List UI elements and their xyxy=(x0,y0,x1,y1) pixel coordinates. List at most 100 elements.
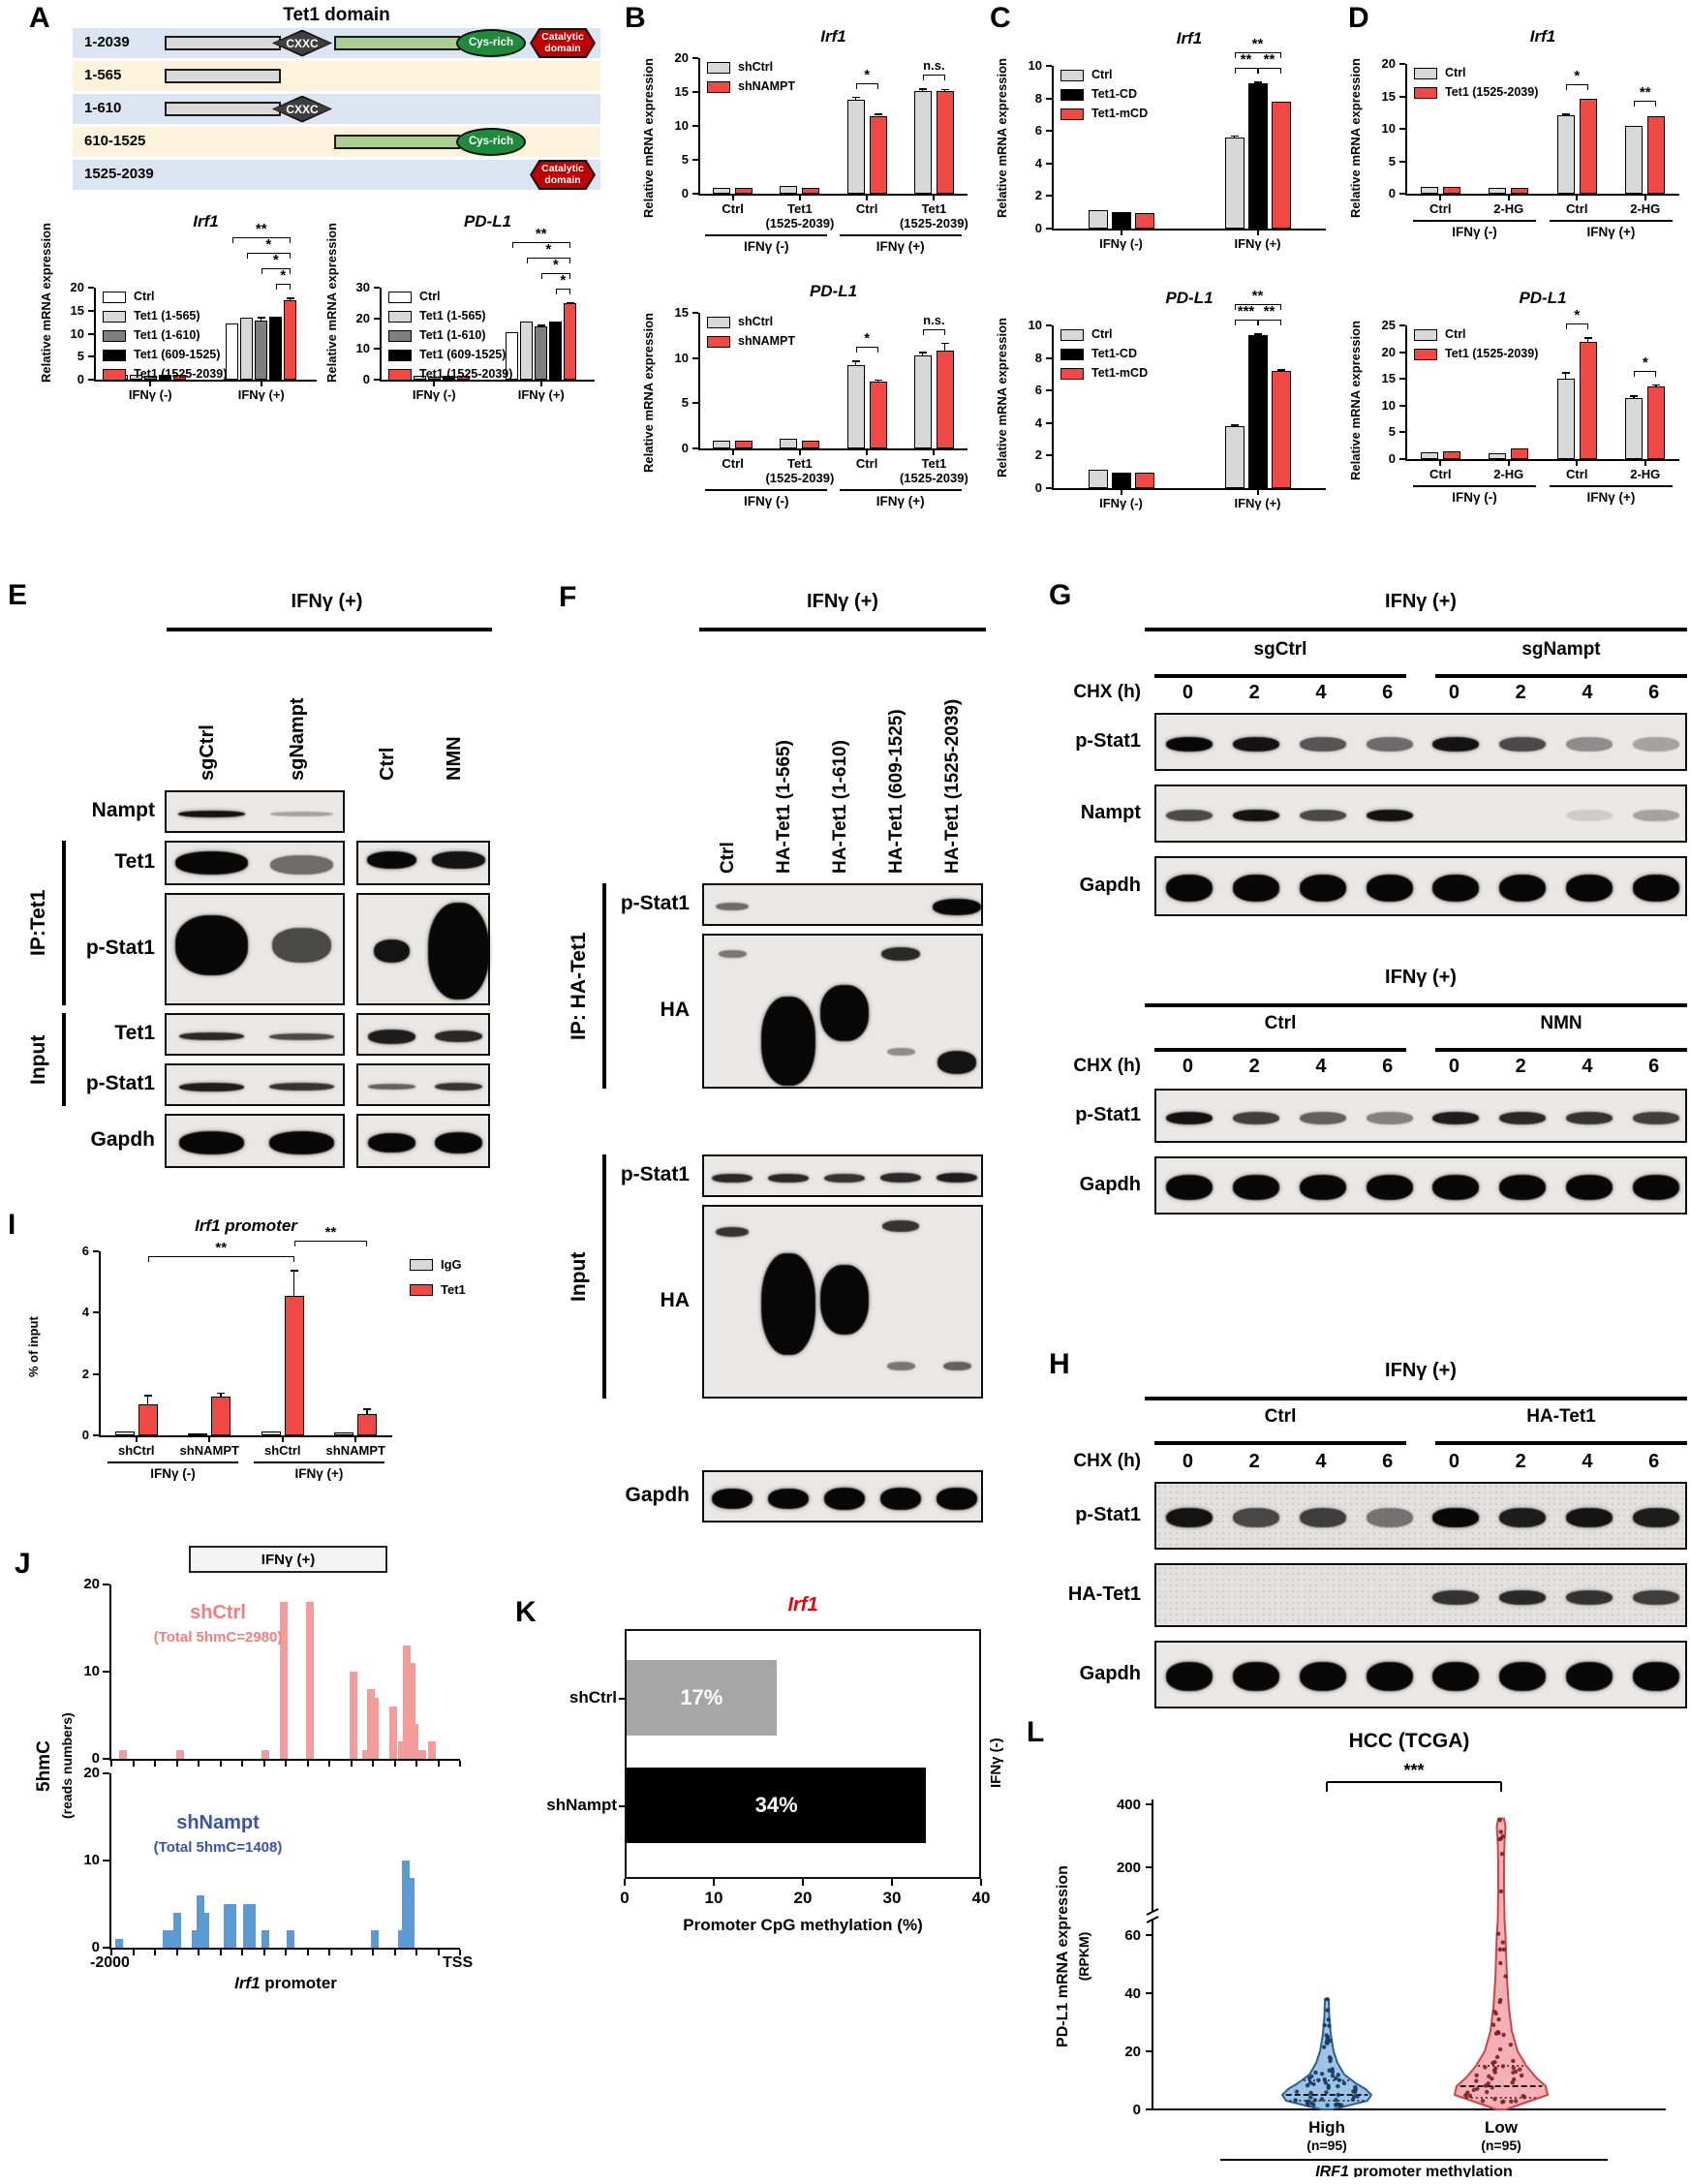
x-tick xyxy=(281,1437,284,1442)
panel-label-i: I xyxy=(8,1209,16,1241)
violin-data-point xyxy=(1471,2087,1477,2093)
y-tick-label: 20 xyxy=(1381,56,1396,71)
error-bar-cap xyxy=(940,88,949,91)
hist-bar xyxy=(242,1904,251,1948)
blot-row-label-p-Stat1: p-Stat1 xyxy=(85,1072,155,1094)
error-bar-cap xyxy=(143,1395,152,1397)
group-label: IFNγ (-) xyxy=(412,387,456,402)
violin-data-point xyxy=(1480,2099,1486,2104)
y-tick xyxy=(88,379,94,381)
bar xyxy=(713,187,731,194)
group-label: (1525-2039) xyxy=(899,216,968,231)
bar xyxy=(114,1431,135,1435)
violin-data-point xyxy=(1355,2094,1360,2099)
blot-band xyxy=(761,996,815,1086)
supergroup-line xyxy=(1549,220,1674,223)
violin-data-point xyxy=(1312,2098,1317,2103)
x-tick xyxy=(1256,490,1259,495)
blot-band xyxy=(1233,810,1280,821)
blot-band xyxy=(1565,810,1613,821)
hist-bar xyxy=(371,1698,380,1759)
supergroup-label: IFNγ (+) xyxy=(1586,225,1636,239)
bar xyxy=(284,1295,304,1435)
x-tick xyxy=(624,1879,626,1886)
blot-e-Nampt-0 xyxy=(165,790,345,833)
sig-label: ** xyxy=(1263,51,1275,69)
violin-data-point xyxy=(1508,2042,1514,2047)
chx-axis-label: CHX (h) xyxy=(1073,1056,1141,1076)
legend-swatch xyxy=(1414,87,1437,99)
chx-timepoint: 0 xyxy=(1448,1451,1460,1472)
lane-label-HA-Tet1 (1-610): HA-Tet1 (1-610) xyxy=(830,740,850,874)
error-bar-cap xyxy=(537,324,545,326)
y-axis xyxy=(698,58,700,196)
group-label: Ctrl xyxy=(855,456,878,471)
chart-i-chip: Irf1 promoter% of input 0 2 4 6 shCtrl shNAMPT… xyxy=(24,1203,487,1501)
hist-y-axis xyxy=(109,1584,111,1761)
sig-label: *** xyxy=(1237,303,1255,321)
blot-band xyxy=(1632,1589,1679,1605)
y-tick-label: 15 xyxy=(1381,88,1396,104)
x-tick-label: 0 xyxy=(620,1889,630,1907)
violin-data-point xyxy=(1494,2054,1500,2060)
chx-group-line-sgNampt xyxy=(1435,674,1687,678)
blot-band xyxy=(175,915,248,976)
blot-band xyxy=(1432,1111,1480,1124)
bar xyxy=(1111,212,1131,229)
chart-title-part: PD-L1 xyxy=(1165,289,1214,307)
violin-data-point xyxy=(1341,2080,1347,2086)
y-tick xyxy=(88,355,94,358)
blot-band xyxy=(768,1488,809,1509)
chart-title: Irf1 xyxy=(1406,27,1679,46)
sig-label: * xyxy=(280,266,287,284)
supergroup-line xyxy=(253,1461,385,1464)
hist-bar xyxy=(287,1930,295,1948)
legend-label: Ctrl xyxy=(419,290,441,303)
blot-band xyxy=(179,1082,244,1092)
chx-timepoint: 6 xyxy=(1382,1056,1394,1077)
y-tick xyxy=(1046,324,1052,326)
legend-swatch xyxy=(1414,329,1437,341)
panel-label-k: K xyxy=(515,1596,537,1628)
hist-bar xyxy=(118,1750,127,1759)
blot-band xyxy=(434,1083,483,1091)
group-label: 2-HG xyxy=(1493,201,1524,216)
y-axis-label: Relative mRNA expression xyxy=(324,223,339,383)
error-bar-cap xyxy=(1230,135,1239,138)
error-bar-cap xyxy=(874,113,882,115)
blot-band xyxy=(177,810,246,817)
hist-x-axis xyxy=(109,1948,460,1950)
y-tick-label: 10 xyxy=(355,341,370,356)
violin-data-point xyxy=(1519,2073,1524,2078)
blot-chx-p-Stat1 xyxy=(1154,713,1687,771)
y-tick-label: 6 xyxy=(1034,383,1042,398)
hist-bar xyxy=(417,1750,426,1759)
violin-data-point xyxy=(1490,2022,1496,2027)
violin-data-point xyxy=(1463,2093,1468,2098)
blot-band xyxy=(1299,1662,1346,1691)
error-bar-stem xyxy=(260,316,262,322)
supergroup-line xyxy=(705,489,828,492)
violin-data-point xyxy=(1484,2089,1490,2095)
violin-data-point xyxy=(1324,2090,1329,2095)
catalytic-label: Catalytic domain xyxy=(541,163,584,187)
x-axis-right-label: TSS xyxy=(443,1954,474,1971)
blot-row-label-Gapdh: Gapdh xyxy=(1079,1663,1141,1684)
sig-bracket xyxy=(246,252,291,259)
group-label: Tet1 xyxy=(921,201,947,216)
h-bar-category-label: shNampt xyxy=(546,1796,617,1814)
y-tick xyxy=(1046,421,1052,424)
supergroup-label: IFNγ (-) xyxy=(150,1466,196,1481)
error-bar-cap xyxy=(1276,369,1285,371)
x-axis-title: Irf1 promoter xyxy=(111,1974,460,1993)
violin-data-point xyxy=(1493,2011,1498,2016)
legend-swatch xyxy=(1060,349,1084,360)
error-bar-cap xyxy=(851,360,860,363)
bar xyxy=(240,317,254,380)
y-tick xyxy=(374,287,380,289)
y-tick-label: 5 xyxy=(681,395,689,411)
sig-label: ** xyxy=(1251,36,1264,53)
blot-band xyxy=(880,947,921,962)
bar xyxy=(1556,114,1575,194)
legend-label: Ctrl xyxy=(1445,66,1466,79)
